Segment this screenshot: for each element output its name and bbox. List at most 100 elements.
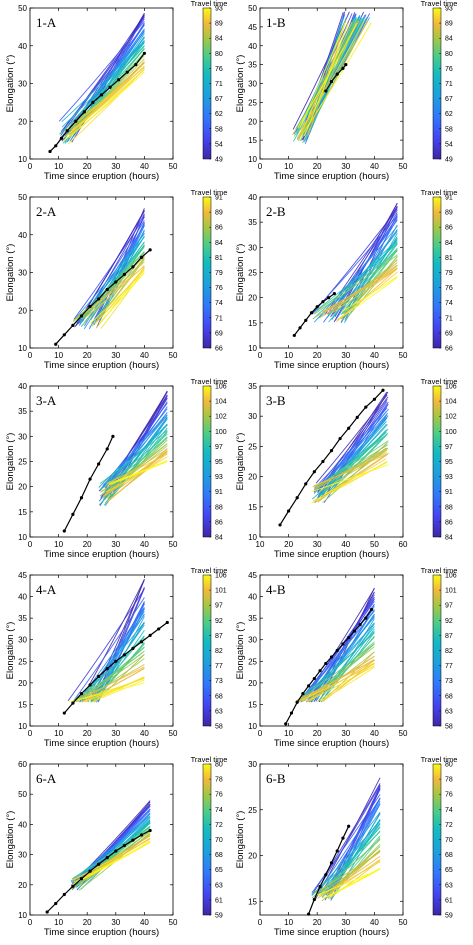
- y-axis-label: Elongation (°): [5, 811, 16, 869]
- x-tick-label: 10: [54, 351, 63, 360]
- panel-label: 4-B: [266, 582, 286, 597]
- x-axis-label: Time since eruption (hours): [274, 927, 389, 938]
- observed-point: [165, 620, 169, 625]
- y-axis-label: Elongation (°): [235, 811, 246, 869]
- ensemble-line: [313, 851, 381, 894]
- x-tick-label: 10: [284, 918, 293, 927]
- colorbar-tick-label: 88: [215, 504, 223, 511]
- ensemble-line: [58, 20, 145, 122]
- ensemble-lines: [295, 587, 375, 703]
- y-tick-label: 30: [18, 851, 27, 860]
- ensemble-line: [71, 839, 151, 881]
- observed-point: [364, 405, 368, 409]
- colorbar-tick-label: 106: [445, 384, 457, 391]
- observed-point: [71, 701, 75, 705]
- y-tick-label: 10: [248, 344, 257, 353]
- colorbar-tick-label: 71: [215, 81, 223, 88]
- observed-point: [48, 149, 52, 154]
- y-tick-label: 30: [248, 243, 257, 252]
- colorbar-tick-label: 87: [215, 633, 223, 640]
- x-tick-label: 20: [313, 162, 322, 171]
- observed-point: [347, 824, 351, 828]
- x-tick-label: 0: [258, 162, 263, 171]
- colorbar-tick-label: 76: [445, 66, 453, 73]
- ensemble-line: [320, 666, 375, 702]
- y-tick-label: 35: [248, 614, 257, 623]
- panel-6-b: 0 10 20 30 40 50 15 20 25 30 6-B Time since eruptio…: [235, 755, 457, 938]
- ensemble-line: [73, 650, 145, 701]
- observed-point: [344, 63, 348, 67]
- colorbar-tick-label: 58: [445, 724, 453, 731]
- observed-point: [88, 869, 92, 873]
- observed-point: [312, 470, 316, 474]
- x-tick-label: 40: [370, 918, 379, 927]
- x-tick-label: 50: [399, 729, 408, 738]
- x-tick-label: 0: [28, 918, 33, 927]
- observed-point: [295, 496, 299, 500]
- plot-area: [30, 197, 173, 348]
- y-tick-label: 10: [18, 533, 27, 542]
- ensemble-line: [90, 270, 145, 324]
- observed-point: [341, 836, 345, 840]
- observed-point: [304, 482, 308, 486]
- x-tick-label: 30: [111, 729, 120, 738]
- observed-point: [131, 646, 135, 650]
- y-tick-label: 15: [248, 897, 257, 906]
- colorbar-tick-label: 102: [445, 414, 457, 421]
- colorbar-title: Travel time: [421, 188, 458, 197]
- colorbar-tick-label: 65: [215, 867, 223, 874]
- axes-frame: [259, 574, 404, 727]
- observed-point: [148, 828, 152, 833]
- x-tick-label: 20: [313, 729, 322, 738]
- observed-point: [324, 89, 328, 93]
- observed-point: [139, 640, 144, 644]
- observed-point: [335, 72, 339, 76]
- observed-point: [79, 877, 84, 881]
- x-tick-label: 0: [258, 351, 263, 360]
- ensemble-line: [318, 450, 388, 493]
- colorbar-tick-label: 71: [445, 315, 453, 322]
- x-tick-label: 30: [111, 162, 120, 171]
- colorbar-tick-label: 74: [215, 807, 223, 814]
- colorbar-tick-label: 93: [215, 474, 223, 481]
- colorbar-tick-label: 93: [215, 6, 223, 13]
- observed-point: [105, 856, 109, 860]
- y-tick-label: 50: [18, 4, 27, 13]
- ensemble-line: [63, 71, 145, 142]
- colorbar-tick-label: 80: [445, 51, 453, 58]
- colorbar-tick-label: 93: [445, 474, 453, 481]
- y-tick-label: 50: [18, 193, 27, 202]
- colorbar-tick-label: 106: [215, 573, 227, 580]
- y-tick-label: 30: [248, 636, 257, 645]
- ensemble-line: [72, 66, 145, 124]
- ensemble-lines: [98, 390, 168, 506]
- x-tick-label: 10: [284, 351, 293, 360]
- colorbar-tick-label: 93: [445, 6, 453, 13]
- y-tick-label: 20: [248, 679, 257, 688]
- ensemble-line: [61, 41, 145, 128]
- ensemble-line: [319, 265, 398, 318]
- x-tick-label: 10: [54, 729, 63, 738]
- observed-point: [79, 314, 84, 318]
- colorbar-tick-label: 100: [445, 429, 457, 436]
- colorbar-tick-label: 68: [445, 693, 453, 700]
- ensemble-line: [311, 839, 381, 899]
- colorbar-tick-label: 74: [215, 300, 223, 307]
- x-tick-label: 50: [169, 351, 178, 360]
- observed-point: [324, 661, 328, 666]
- ensemble-line: [336, 268, 398, 322]
- y-tick-label: 40: [18, 42, 27, 51]
- colorbar-tick-label: 67: [445, 96, 453, 103]
- ensemble-line: [73, 217, 145, 320]
- observed-point: [329, 655, 334, 659]
- x-tick-label: 20: [83, 351, 92, 360]
- ensemble-line: [98, 414, 168, 488]
- panel-label: 2-B: [266, 204, 286, 219]
- plot-area: [30, 764, 173, 915]
- panel-label: 1-A: [36, 15, 57, 30]
- ensemble-line: [328, 237, 398, 323]
- x-tick-label: 20: [83, 162, 92, 171]
